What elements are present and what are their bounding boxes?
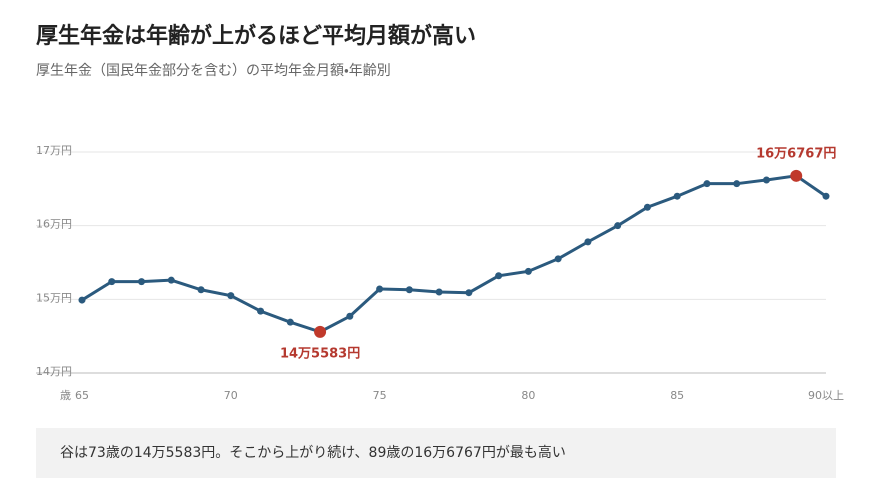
highlight-point <box>790 169 803 182</box>
y-tick-label: 15万円 <box>36 291 72 304</box>
x-tick-label: 65 <box>75 389 89 402</box>
x-axis-label: 歳 <box>60 389 71 402</box>
x-tick-label: 70 <box>224 389 238 402</box>
point <box>554 255 562 263</box>
point <box>673 192 681 200</box>
point <box>524 267 532 275</box>
point <box>138 278 146 286</box>
point <box>643 203 651 211</box>
y-tick-label: 16万円 <box>36 218 72 231</box>
highlight-point <box>314 325 327 338</box>
chart-title: 厚生年金は年齢が上がるほど平均月額が高い <box>36 23 476 49</box>
point <box>495 272 503 280</box>
y-tick-label: 14万円 <box>36 365 72 378</box>
point <box>257 307 265 315</box>
point <box>733 180 741 188</box>
point <box>167 276 175 284</box>
point <box>703 180 711 188</box>
chart-subtitle: 厚生年金（国民年金部分を含む）の平均年金月額・年齢別 <box>36 63 391 79</box>
point <box>286 318 294 326</box>
point <box>108 278 116 286</box>
x-tick-label: 90以上 <box>808 389 844 402</box>
point <box>376 285 384 293</box>
x-tick-label: 85 <box>670 389 684 402</box>
point <box>346 312 354 320</box>
point <box>465 289 473 297</box>
note-box <box>36 428 836 478</box>
value-label: 14万5583円 <box>280 346 360 361</box>
point <box>762 176 770 184</box>
x-tick-label: 80 <box>521 389 535 402</box>
point <box>405 286 413 294</box>
point <box>584 238 592 246</box>
line <box>81 174 827 334</box>
point <box>614 222 622 230</box>
value-label: 16万6767円 <box>756 146 836 161</box>
x-tick-label: 75 <box>373 389 387 402</box>
point <box>197 286 205 294</box>
point <box>822 192 830 200</box>
y-tick-label: 17万円 <box>36 144 72 157</box>
annotation: 谷は73歳の14万5583円。そこから上がり続け、89歳の16万6767円が最も… <box>60 444 566 461</box>
point <box>435 288 443 296</box>
point <box>78 296 86 304</box>
point <box>227 292 235 300</box>
